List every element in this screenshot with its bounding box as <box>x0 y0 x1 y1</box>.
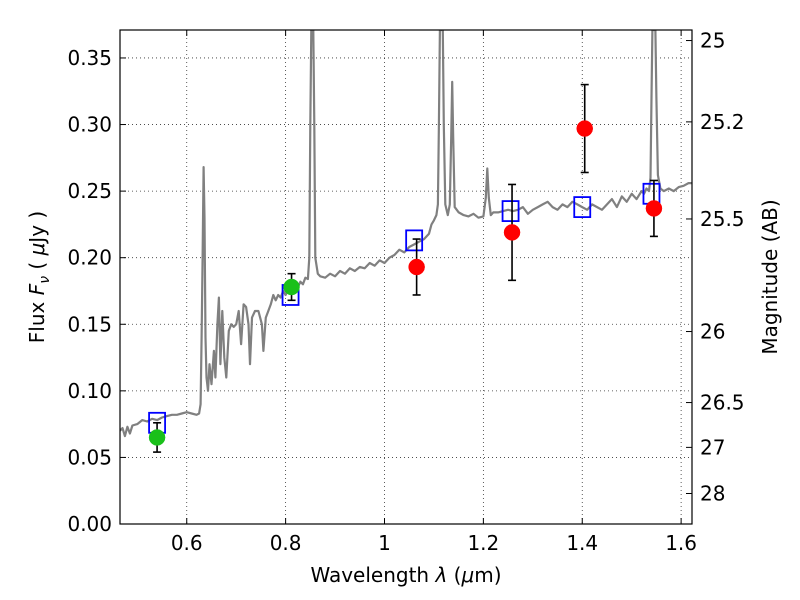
y-tick-label: 0.30 <box>67 113 112 137</box>
y2-tick-label: 25.5 <box>700 207 745 231</box>
y-tick-label: 0.20 <box>67 246 112 270</box>
x-tick-label: 1 <box>378 531 391 555</box>
y-axis-label: Flux Fν ( μJy ) <box>25 211 53 343</box>
spectrum-layer <box>120 30 692 438</box>
observed-point <box>576 120 593 137</box>
x-tick-label: 1.6 <box>665 531 697 555</box>
y-tick-label: 0.10 <box>67 379 112 403</box>
y2-tick-label: 25 <box>700 29 725 53</box>
x-tick-label: 1.4 <box>566 531 598 555</box>
y2-tick-label: 26 <box>700 320 725 344</box>
model-square-point <box>405 229 424 252</box>
observed-point <box>408 258 425 276</box>
y-tick-label: 0.00 <box>67 512 112 536</box>
x-axis-label: Wavelength λ (μm) <box>310 563 501 587</box>
y-tick-label: 0.05 <box>67 445 112 469</box>
observed-point <box>645 200 663 217</box>
x-tick-label: 1.2 <box>467 531 499 555</box>
y2-tick-label: 27 <box>700 435 725 459</box>
y-tick-label: 0.15 <box>67 312 112 336</box>
observed-point <box>148 429 166 446</box>
observed-point <box>283 278 300 296</box>
marker-layer <box>148 83 663 453</box>
spectrum-line <box>120 30 692 438</box>
y2-tick-label: 28 <box>700 481 725 505</box>
ticks: 0.6 0.8 1 1.2 1.4 1.6 0.00 0.05 0.10 0.15 0.20 0.25… <box>67 29 744 555</box>
y-tick-label: 0.35 <box>67 46 112 70</box>
plot-frame <box>119 29 693 525</box>
model-square-point <box>573 196 592 218</box>
observed-point <box>503 224 521 241</box>
model-square-point <box>501 200 520 222</box>
y2-tick-label: 26.5 <box>700 391 745 415</box>
y2-axis-label: Magnitude (AB) <box>758 199 782 354</box>
y2-tick-label: 25.2 <box>700 110 745 134</box>
x-tick-label: 0.8 <box>270 531 302 555</box>
x-tick-label: 0.6 <box>171 531 203 555</box>
y-tick-label: 0.25 <box>67 179 112 203</box>
